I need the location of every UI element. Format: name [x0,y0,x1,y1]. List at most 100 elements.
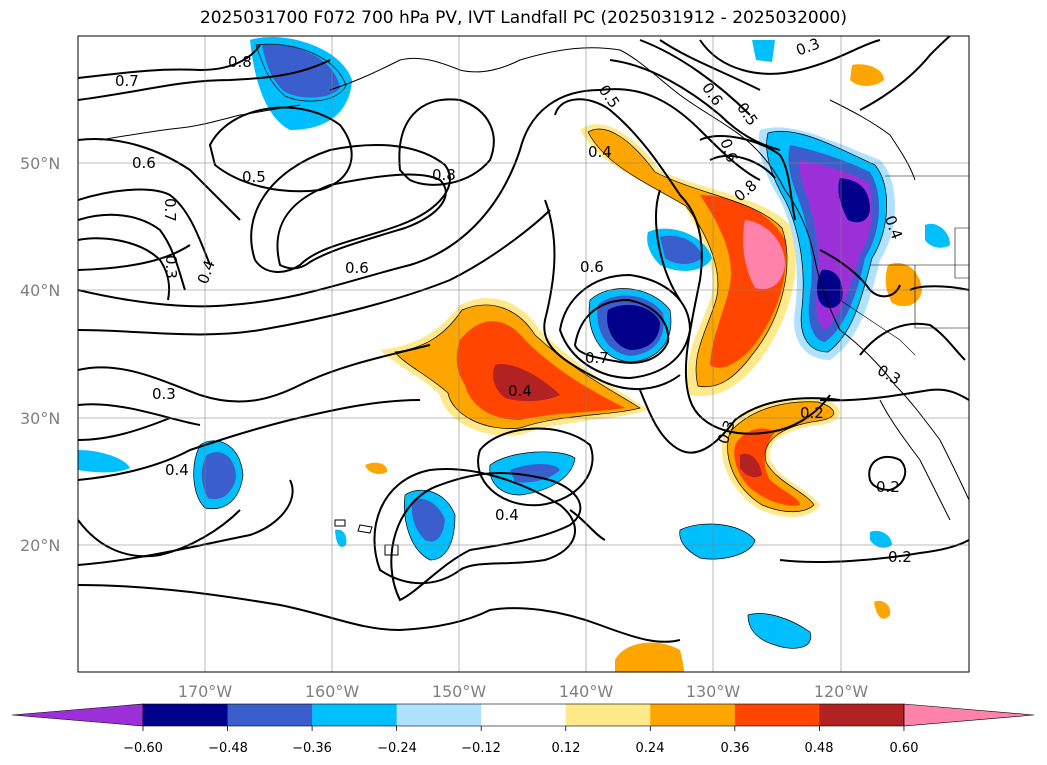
contour-label: 0.8 [228,53,252,71]
contour-line [569,509,606,541]
contour-line [78,399,421,481]
lat-label: 50°N [20,154,60,173]
pv-shading [78,36,950,672]
shade-sky-coast-small [925,223,950,248]
colorbar-segment [143,704,229,726]
contour-line [78,209,551,336]
contour-line [78,509,241,558]
colorbar-border [142,703,905,727]
coastline-hawaii-1 [334,519,346,527]
colorbar-segment [481,704,567,726]
contour-label: 0.6 [580,258,604,276]
contour-label: 0.7 [585,349,609,367]
contour-label: 0.4 [588,143,612,161]
shade-orange-west-coast [885,262,922,307]
boundaries [839,175,969,356]
contour-line [250,144,451,273]
colorbar-segment [734,704,820,726]
contour-line [599,88,761,181]
contour-line [208,106,353,193]
lon-label: 130°W [686,682,741,701]
contour-label: 0.2 [888,548,912,566]
lon-label: 140°W [559,682,614,701]
contour-line [78,44,261,79]
contour-label: 0.6 [716,136,741,165]
contour-line [78,188,211,266]
shade-navy-coast [838,178,870,223]
contour-line [78,89,601,308]
contour-label: 0.2 [876,478,900,496]
lat-axis: 50°N 40°N 30°N 20°N [20,154,60,555]
colorbar-tick-label: 0.36 [721,741,750,756]
shade-orange-bottom [615,642,684,672]
contour-line [699,39,881,75]
colorbar-tick-label: −0.48 [208,741,248,756]
coastline-hawaii-2 [357,524,373,534]
contour-line [639,389,841,454]
contour-line [78,138,241,221]
colorbar-tick-label: −0.36 [292,741,332,756]
colorbar-extend-right [903,703,1035,727]
contour-line [558,273,692,380]
shade-orange-ne [850,64,884,86]
lon-label: 160°W [305,682,360,701]
lat-label: 30°N [20,409,60,428]
colorbar-tick-label: −0.24 [377,741,417,756]
contour-line [276,173,447,270]
shade-pink-east [743,220,785,290]
contour-label: 0.5 [242,168,266,186]
lat-label: 40°N [20,281,60,300]
contour-line [78,479,294,566]
shade-navy-coast2 [817,269,843,309]
shade-royal-s1 [510,464,560,483]
shade-royal-sw1 [201,452,236,500]
shade-sky-s5 [335,529,347,547]
contour-line [78,59,331,101]
contour-line [639,39,751,116]
map-frame [77,35,970,673]
contour-label: 0.8 [432,166,456,184]
contour-label: 0.6 [132,154,156,172]
colorbar-tick-label: 0.24 [636,741,665,756]
lat-label: 20°N [20,536,60,555]
contour-line [78,417,171,441]
colorbar-segment [312,704,398,726]
coastline-canada [829,99,916,181]
shade-royal-mid [660,235,702,264]
coastline-na-west [784,189,969,501]
contour-label: 0.5 [595,82,623,112]
lon-label: 150°W [432,682,487,701]
shade-navy-low [607,304,660,350]
colorbar-segment [565,704,651,726]
shade-blue-top [752,40,775,62]
colorbar-tick-label: −0.60 [123,741,163,756]
gridlines [78,36,969,672]
contour-line [78,403,201,426]
colorbar-tick-label: 0.48 [805,741,834,756]
colorbar-tick-label: 0.60 [890,741,919,756]
contour-line [819,388,969,402]
contour-label: 0.4 [508,382,532,400]
coastline-aleutians [99,104,301,141]
contour-label: 0.6 [698,79,726,109]
colorbar-segment [396,704,482,726]
contour-line [909,285,969,291]
lon-label: 120°W [814,682,869,701]
shade-orange-small1 [365,462,388,474]
contour-line [859,322,966,361]
contour-line [699,134,796,221]
colorbar-tick-label: −0.12 [461,741,501,756]
contour-label: 0.3 [794,34,823,59]
colorbar-segment [227,704,313,726]
contour-label: 0.7 [115,72,139,90]
contour-line [868,455,907,492]
shade-sky-s2 [679,524,755,560]
contour-line [543,199,681,391]
colorbar-extend-left [11,703,144,727]
contour-label: 0.4 [495,506,519,524]
contour-line [859,36,951,111]
contour-line [709,155,776,179]
colorbar-ticks: −0.60 −0.48 −0.36 −0.24 −0.12 0.12 0.24 … [123,741,918,756]
coastlines [99,47,969,556]
